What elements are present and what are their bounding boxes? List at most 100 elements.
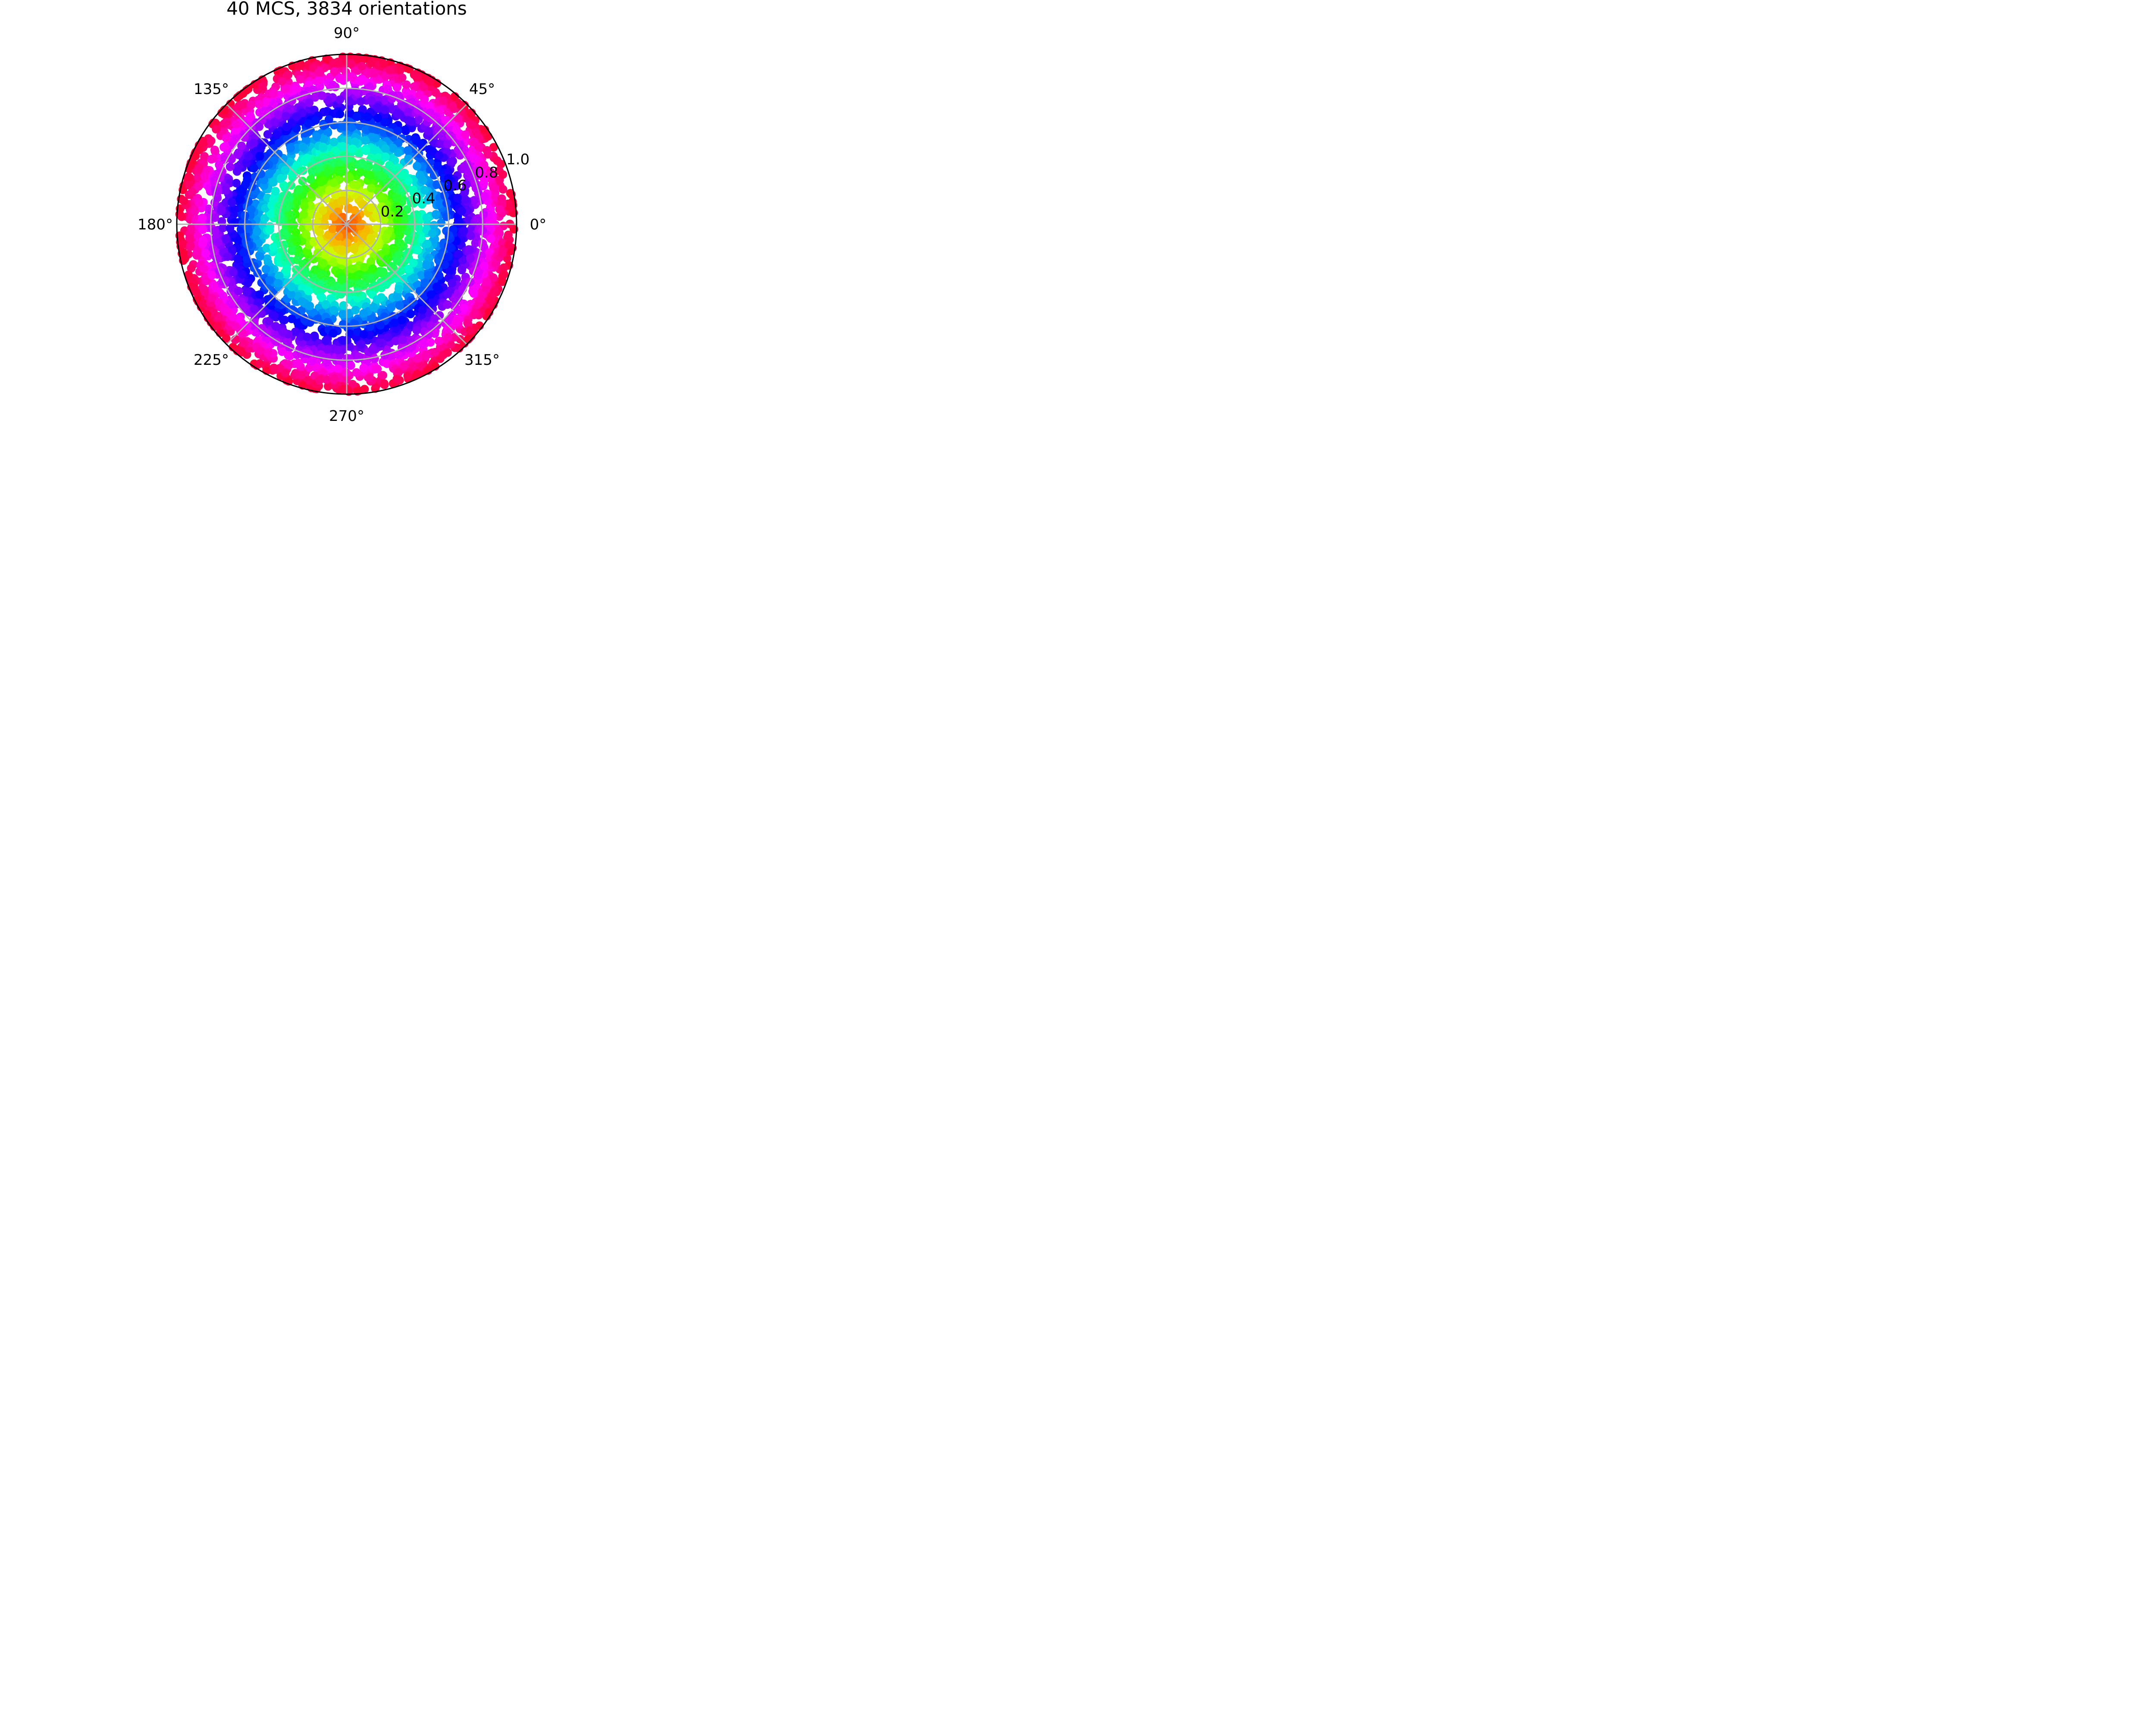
- scatter-point: [328, 80, 337, 89]
- scatter-point: [247, 100, 256, 110]
- scatter-point: [444, 252, 453, 261]
- scatter-point: [302, 332, 311, 342]
- scatter-point: [275, 271, 284, 280]
- scatter-point: [315, 376, 324, 385]
- scatter-point: [461, 195, 470, 204]
- scatter-point: [394, 138, 403, 147]
- scatter-point: [392, 215, 401, 224]
- scatter-point: [352, 368, 361, 377]
- scatter-point: [222, 134, 231, 143]
- scatter-point: [418, 305, 427, 314]
- scatter-point: [444, 174, 453, 183]
- scatter-point: [329, 212, 338, 221]
- scatter-point: [410, 273, 419, 282]
- scatter-point: [295, 185, 304, 194]
- scatter-point: [448, 157, 457, 166]
- scatter-point: [381, 247, 390, 256]
- scatter-point: [467, 110, 476, 119]
- scatter-point: [455, 100, 464, 109]
- scatter-point: [232, 322, 241, 331]
- scatter-point: [249, 138, 258, 147]
- angular-tick-label: 90°: [334, 25, 360, 42]
- scatter-point: [300, 201, 309, 210]
- scatter-point: [322, 358, 331, 367]
- scatter-point: [323, 166, 332, 176]
- scatter-point: [282, 112, 291, 121]
- scatter-point: [329, 258, 338, 267]
- scatter-point: [287, 210, 295, 220]
- scatter-point: [301, 136, 310, 145]
- scatter-point: [415, 91, 424, 100]
- scatter-point: [364, 162, 373, 171]
- scatter-point: [329, 329, 338, 338]
- scatter-point: [403, 371, 412, 380]
- scatter-point: [283, 105, 292, 114]
- scatter-point: [239, 248, 248, 257]
- scatter-point: [426, 290, 436, 299]
- scatter-point: [323, 345, 332, 354]
- scatter-point: [207, 271, 216, 280]
- scatter-point: [462, 180, 471, 189]
- scatter-point: [446, 243, 455, 252]
- scatter-point: [503, 233, 512, 242]
- scatter-point: [365, 82, 374, 91]
- scatter-point: [367, 58, 376, 67]
- scatter-point: [232, 179, 241, 188]
- scatter-point: [333, 345, 342, 354]
- scatter-point: [244, 197, 253, 206]
- scatter-point: [375, 339, 384, 347]
- scatter-point: [418, 340, 427, 349]
- scatter-point: [177, 212, 186, 221]
- scatter-point: [309, 63, 318, 72]
- scatter-point: [440, 260, 449, 270]
- scatter-point: [267, 201, 276, 210]
- scatter-point: [194, 198, 204, 207]
- scatter-point: [436, 106, 444, 115]
- scatter-point: [249, 164, 258, 173]
- scatter-point: [200, 287, 209, 296]
- scatter-point: [422, 213, 431, 222]
- scatter-point: [271, 187, 280, 196]
- scatter-point: [292, 112, 301, 121]
- scatter-point: [190, 207, 199, 216]
- scatter-point: [404, 264, 414, 273]
- scatter-point: [267, 297, 276, 306]
- scatter-point: [309, 308, 318, 317]
- scatter-point: [351, 320, 360, 329]
- scatter-point: [210, 227, 219, 236]
- scatter-point: [432, 282, 441, 292]
- scatter-point: [367, 184, 376, 193]
- scatter-point: [466, 231, 475, 240]
- scatter-point: [294, 358, 303, 367]
- scatter-point: [335, 73, 345, 82]
- scatter-point: [424, 271, 433, 280]
- scatter-point: [338, 122, 347, 131]
- scatter-point: [450, 333, 459, 342]
- scatter-point: [179, 239, 188, 248]
- scatter-point: [227, 300, 236, 309]
- scatter-point: [454, 145, 463, 154]
- scatter-point: [448, 279, 457, 288]
- scatter-point: [278, 347, 287, 356]
- scatter-point: [270, 99, 279, 108]
- scatter-point: [391, 336, 400, 345]
- scatter-point: [210, 213, 219, 222]
- scatter-point: [258, 82, 267, 91]
- scatter-point: [348, 264, 357, 273]
- scatter-point: [459, 226, 468, 235]
- scatter-point: [257, 278, 266, 287]
- scatter-point: [350, 137, 359, 146]
- scatter-point: [416, 198, 425, 207]
- scatter-point: [371, 134, 380, 143]
- scatter-point: [504, 240, 513, 249]
- scatter-point: [243, 279, 252, 288]
- scatter-point: [287, 290, 296, 299]
- scatter-point: [414, 354, 423, 363]
- scatter-point: [373, 163, 381, 172]
- scatter-point: [219, 291, 228, 300]
- radial-tick-label: 1.0: [506, 151, 530, 168]
- scatter-point: [186, 241, 195, 250]
- polar-grid: [177, 54, 517, 394]
- scatter-point: [307, 357, 317, 366]
- scatter-point: [410, 82, 419, 91]
